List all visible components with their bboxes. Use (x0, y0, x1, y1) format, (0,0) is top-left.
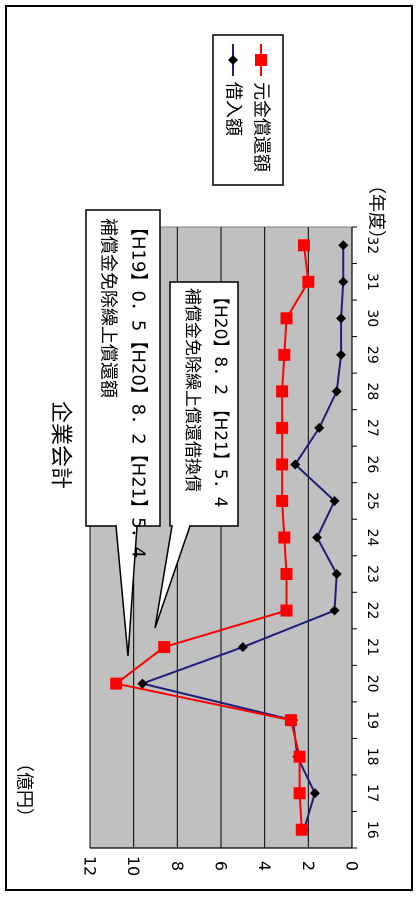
x-tick-label: 22 (364, 602, 380, 620)
x-tick-label: 25 (364, 492, 380, 510)
x-tick-label: 23 (364, 565, 380, 583)
data-point-square (298, 239, 310, 251)
y-tick-label: 2 (299, 861, 318, 871)
data-point-square (281, 568, 293, 580)
y-tick-label: 12 (81, 856, 100, 876)
data-point-square (285, 714, 297, 726)
x-tick-label: 19 (364, 711, 380, 729)
data-point-square (276, 422, 288, 434)
annotation-1-line1: 補償金免除繰上償還額 (98, 218, 119, 398)
x-tick-label: 27 (364, 419, 380, 437)
y-tick-label: 6 (212, 861, 231, 871)
x-tick-label: 18 (364, 748, 380, 766)
x-tick-label: 21 (364, 638, 380, 656)
chart-title: 企業会計 (48, 401, 73, 489)
x-tick-label: 30 (364, 309, 380, 327)
x-tick-label: 24 (364, 529, 380, 547)
y-tick-label: 8 (168, 861, 187, 871)
x-tick-label: 29 (364, 346, 380, 364)
data-point-square (281, 605, 293, 617)
annotation-2-line1: 補償金免除繰上償還借換債 (182, 288, 202, 492)
x-tick-label: 17 (364, 784, 380, 802)
legend-label-1: 借入額 (223, 82, 244, 136)
annotation-2-line2: 【H20】8．2 【H21】5．4 (210, 288, 230, 508)
x-tick-label: 28 (364, 382, 380, 400)
data-point-square (276, 458, 288, 470)
x-tick-label: 31 (364, 273, 380, 291)
data-point-square (278, 532, 290, 544)
legend-label-2: 元金償還額 (251, 82, 272, 172)
legend-marker-square (255, 54, 267, 66)
data-point-square (302, 276, 314, 288)
data-point-square (110, 678, 122, 690)
data-point-square (278, 349, 290, 361)
data-point-square (276, 385, 288, 397)
data-point-square (276, 495, 288, 507)
data-point-square (158, 641, 170, 653)
x-tick-label: 26 (364, 456, 380, 474)
x-tick-label: 16 (364, 821, 380, 839)
data-point-square (294, 787, 306, 799)
annotation-1-line2: 【H19】0．5【H20】8．2【H21】5．4 (128, 218, 149, 558)
y-tick-label: 10 (124, 856, 143, 876)
x-tick-label: 20 (364, 675, 380, 693)
y-tick-label: 4 (255, 861, 274, 871)
data-point-square (294, 751, 306, 763)
data-point-square (281, 312, 293, 324)
y-axis-label: （億円） (14, 754, 35, 826)
data-point-square (296, 824, 308, 836)
x-axis-label: （年度） (366, 176, 387, 248)
y-tick-label: 0 (343, 861, 362, 871)
